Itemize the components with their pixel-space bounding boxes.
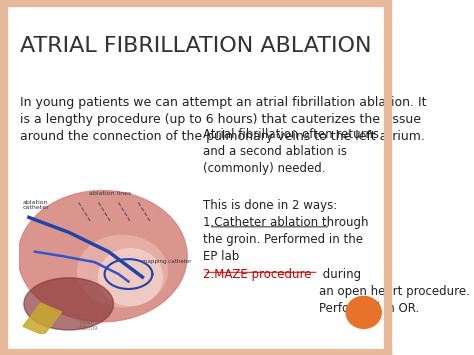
- Ellipse shape: [78, 235, 167, 307]
- Text: 2.MAZE procedure: 2.MAZE procedure: [203, 268, 312, 281]
- Text: This is done in 2 ways:
1.Catheter ablation through
the groin. Performed in the
: This is done in 2 ways: 1.Catheter ablat…: [203, 199, 369, 263]
- Circle shape: [346, 296, 381, 328]
- Ellipse shape: [99, 249, 162, 305]
- Bar: [0, 0, 7, 355]
- Text: In young patients we can attempt an atrial fibrillation ablation. It
is a length: In young patients we can attempt an atri…: [19, 96, 426, 143]
- Bar: [0, 349, 391, 355]
- Text: during
an open heart procedure.
Performed in OR.: during an open heart procedure. Performe…: [319, 268, 470, 315]
- Text: ATRIAL FIBRILLATION ABLATION: ATRIAL FIBRILLATION ABLATION: [19, 36, 371, 55]
- Text: ablation lines: ablation lines: [89, 191, 131, 196]
- Ellipse shape: [18, 191, 187, 322]
- Text: mapping catheter: mapping catheter: [142, 259, 192, 264]
- Text: ©CCF
©2009: ©CCF ©2009: [79, 320, 98, 331]
- Ellipse shape: [24, 278, 113, 330]
- Text: ablation
catheter: ablation catheter: [23, 200, 50, 210]
- Bar: [23, 303, 62, 335]
- Bar: [0, 0, 391, 6]
- Bar: [384, 0, 391, 355]
- Text: Atrial fibrillation often returns
and a second ablation is
(commonly) needed.: Atrial fibrillation often returns and a …: [203, 128, 379, 175]
